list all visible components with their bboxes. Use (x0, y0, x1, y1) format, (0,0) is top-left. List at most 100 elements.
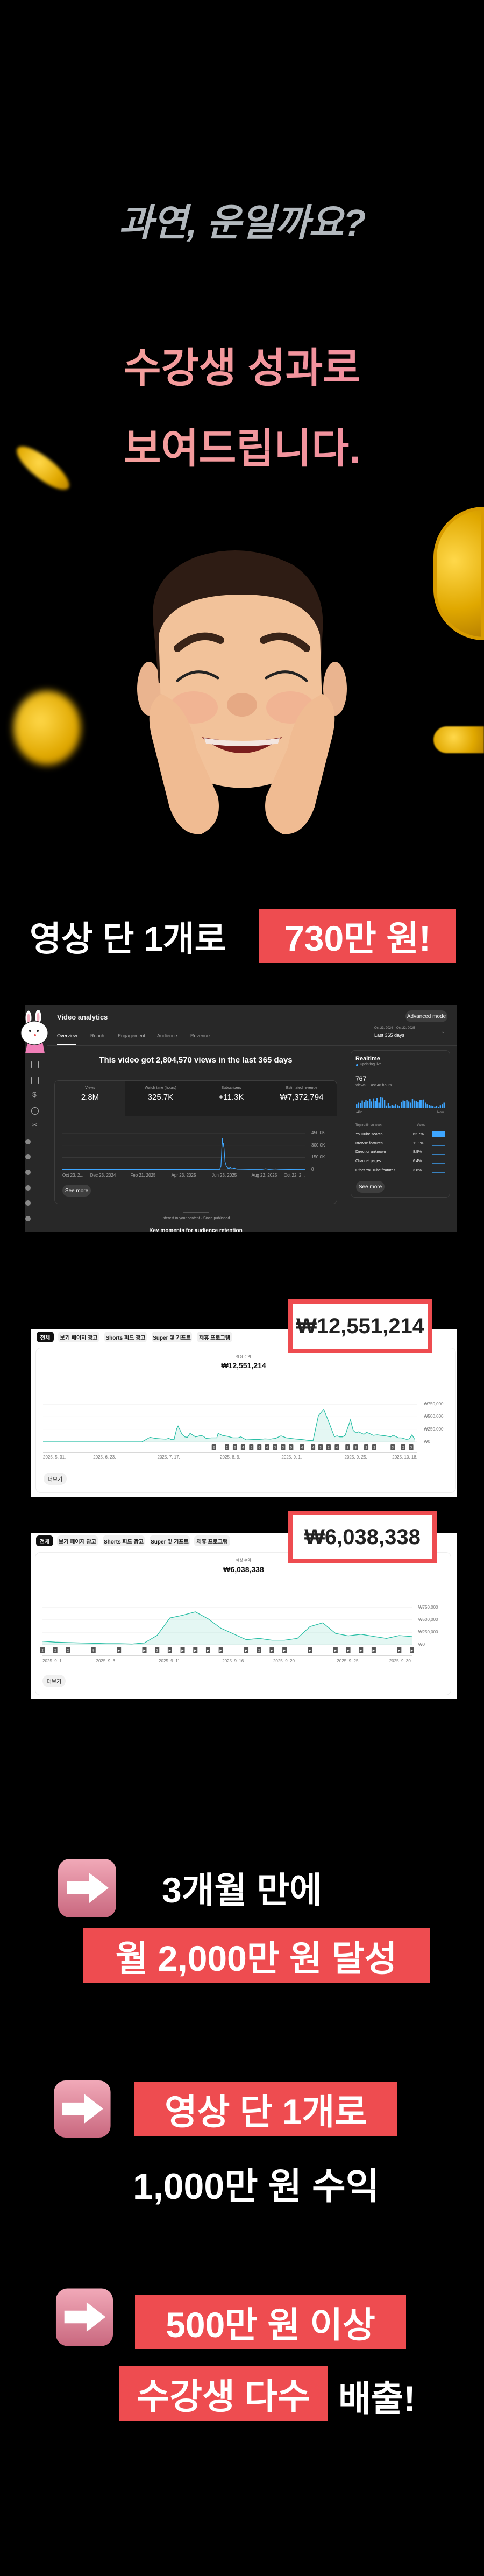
editor-scissors-icon[interactable]: ✂ (32, 1121, 38, 1129)
video-marker[interactable]: 2 (66, 1647, 70, 1653)
monetization-icon[interactable]: $ (32, 1090, 37, 1099)
video-marker[interactable]: ▶ (346, 1647, 351, 1653)
video-marker[interactable]: 5 (249, 1444, 254, 1450)
filter-chip-3[interactable]: Super 및 기프트 (152, 1332, 192, 1342)
metric-tile-views[interactable]: Views 2.8M (55, 1081, 125, 1116)
realtime-see-more-button[interactable]: See more (356, 1181, 385, 1193)
video-marker[interactable]: ▶ (142, 1647, 147, 1653)
realtime-end-label: Now (437, 1111, 444, 1114)
video-marker[interactable]: ▶ (244, 1647, 249, 1653)
video-marker[interactable]: 3 (353, 1444, 358, 1450)
metric-value: 2.8M (81, 1093, 99, 1102)
filter-chip-0[interactable]: 전체 (37, 1332, 54, 1342)
video-marker[interactable]: 2 (345, 1444, 350, 1450)
copyright-icon[interactable] (31, 1107, 39, 1115)
video-marker[interactable]: ▶ (333, 1647, 338, 1653)
video-marker[interactable]: ▶ (269, 1647, 274, 1653)
video-marker[interactable]: 3 (318, 1444, 323, 1450)
comments-icon[interactable] (31, 1061, 39, 1068)
tab-audience[interactable]: Audience (157, 1033, 177, 1038)
metric-tile-subscribers[interactable]: Subscribers +11.3K (196, 1081, 267, 1116)
filter-chip-0[interactable]: 전체 (36, 1535, 53, 1546)
revenue-highlight-box: ₩6,038,338 (288, 1511, 437, 1563)
video-marker[interactable]: 4 (265, 1444, 269, 1450)
video-marker[interactable]: 5 (289, 1444, 294, 1450)
video-marker[interactable]: ▶ (282, 1647, 287, 1653)
video-marker[interactable]: 4 (311, 1444, 316, 1450)
video-marker[interactable]: ▶ (218, 1647, 223, 1653)
video-marker[interactable]: 3 (390, 1444, 395, 1450)
filter-chip-1[interactable]: 보기 페이지 광고 (57, 1535, 98, 1546)
audio-icon[interactable] (25, 1200, 31, 1206)
video-marker[interactable]: ▶ (308, 1647, 312, 1653)
more-button[interactable]: 더보기 (44, 1473, 67, 1485)
audio-icon[interactable] (25, 1139, 31, 1144)
realtime-bar (432, 1106, 434, 1108)
video-marker[interactable]: 2 (225, 1444, 230, 1450)
video-marker[interactable]: ▶ (193, 1647, 198, 1653)
audio-icon[interactable] (25, 1216, 31, 1221)
video-marker[interactable]: 2 (364, 1444, 369, 1450)
see-more-button[interactable]: See more (62, 1185, 91, 1197)
video-marker[interactable]: ▶ (117, 1647, 122, 1653)
marker-label: 2 (365, 1447, 367, 1450)
realtime-bar (415, 1101, 417, 1108)
advanced-mode-button[interactable]: Advanced mode (405, 1010, 447, 1022)
result-3-suffix: 배출! (338, 2379, 416, 2418)
video-marker[interactable]: ▶ (205, 1647, 210, 1653)
marker-label: 6 (259, 1447, 261, 1450)
y-tick-label: 150.0K (311, 1155, 325, 1160)
video-marker[interactable]: 2 (372, 1444, 376, 1450)
filter-chip-4[interactable]: 제휴 프로그램 (194, 1535, 230, 1546)
video-marker[interactable]: 4 (240, 1444, 245, 1450)
filter-chip-1[interactable]: 보기 페이지 광고 (58, 1332, 99, 1342)
series-line (62, 1138, 305, 1170)
more-button[interactable]: 더보기 (42, 1675, 66, 1687)
filter-chip-4[interactable]: 제휴 프로그램 (197, 1332, 232, 1342)
video-marker[interactable]: ▶ (410, 1647, 414, 1653)
video-marker[interactable]: 2 (40, 1647, 45, 1653)
video-marker[interactable]: ▶ (397, 1647, 402, 1653)
video-marker[interactable]: 3 (281, 1444, 286, 1450)
x-tick-label: Oct 22, 2... (283, 1173, 305, 1178)
subtitles-icon[interactable] (31, 1077, 39, 1084)
video-marker[interactable]: 3 (409, 1444, 414, 1450)
marker-label: 4 (312, 1447, 314, 1450)
video-marker[interactable]: ▶ (371, 1647, 376, 1653)
x-tick-label: 2025. 9. 16. (222, 1659, 245, 1664)
tab-engagement[interactable]: Engagement (118, 1033, 146, 1038)
video-marker[interactable]: 2 (401, 1444, 405, 1450)
video-marker[interactable]: ▶ (359, 1647, 364, 1653)
metric-tile-watch-time[interactable]: Watch time (hours) 325.7K (125, 1081, 196, 1116)
video-marker[interactable]: 6 (232, 1444, 237, 1450)
video-marker[interactable]: 2 (155, 1647, 160, 1653)
audio-icon[interactable] (25, 1170, 31, 1175)
video-marker[interactable]: 4 (334, 1444, 339, 1450)
filter-chip-3[interactable]: Super 및 기프트 (150, 1535, 190, 1546)
filter-chip-2[interactable]: Shorts 피드 광고 (103, 1535, 145, 1546)
metric-tile-revenue[interactable]: Estimated revenue ₩7,372,794 (267, 1081, 337, 1116)
video-marker[interactable]: 8 (91, 1647, 96, 1653)
realtime-period-dropdown[interactable]: Views · Last 48 hours (355, 1084, 392, 1087)
video-marker[interactable]: 6 (257, 1444, 262, 1450)
tab-reach[interactable]: Reach (90, 1033, 105, 1038)
y-tick-label: ₩750,000 (424, 1402, 444, 1406)
realtime-bar (367, 1101, 369, 1108)
realtime-bar (386, 1105, 387, 1108)
video-marker[interactable]: 4 (300, 1444, 304, 1450)
realtime-bar (395, 1104, 397, 1108)
tab-revenue[interactable]: Revenue (190, 1033, 210, 1038)
video-marker[interactable]: 3 (273, 1444, 277, 1450)
video-marker[interactable]: 2 (326, 1444, 331, 1450)
video-marker[interactable]: ▶ (167, 1647, 172, 1653)
filter-chip-2[interactable]: Shorts 피드 광고 (104, 1332, 147, 1342)
bunny-sticker (20, 1010, 48, 1053)
tab-overview[interactable]: Overview (57, 1033, 77, 1038)
metric-value: ₩7,372,794 (280, 1093, 324, 1102)
video-marker[interactable]: 2 (211, 1444, 216, 1450)
video-marker[interactable]: 2 (53, 1647, 58, 1653)
video-marker[interactable]: ▶ (180, 1647, 185, 1653)
video-marker[interactable]: 2 (257, 1647, 261, 1653)
audio-icon[interactable] (25, 1185, 31, 1191)
audio-icon[interactable] (25, 1154, 31, 1159)
